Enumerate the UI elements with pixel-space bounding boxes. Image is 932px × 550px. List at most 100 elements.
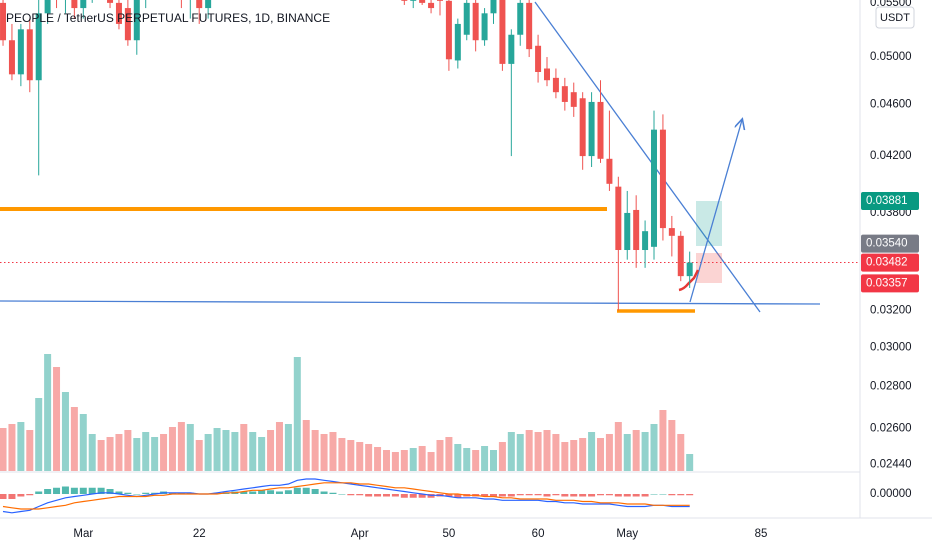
macd-histogram-bar	[0, 494, 7, 499]
volume-bar	[382, 450, 390, 471]
candle-layer	[0, 0, 693, 311]
volume-bar	[26, 430, 34, 471]
volume-bar	[445, 437, 453, 471]
y-tick-label: 0.02600	[870, 423, 912, 435]
price-label: 0.03881	[866, 195, 908, 207]
volume-bar	[463, 448, 471, 471]
candle-body	[499, 0, 506, 64]
candle-body	[35, 13, 42, 81]
volume-bar	[668, 420, 676, 471]
macd-histogram-bar	[88, 487, 96, 494]
x-tick-label: 50	[443, 528, 456, 540]
macd-histogram-bar	[632, 494, 640, 497]
volume-bar	[677, 434, 685, 471]
pen-stroke	[678, 269, 700, 292]
macd-histogram-bar	[240, 491, 248, 494]
price-label-box	[861, 253, 919, 272]
macd-histogram-bar	[391, 494, 399, 497]
x-tick-label: May	[616, 528, 638, 540]
candle-body	[8, 40, 15, 75]
macd-histogram-bar	[311, 489, 319, 494]
macd-histogram-bar	[445, 494, 453, 497]
macd-histogram-bar	[400, 494, 408, 498]
macd-histogram-bar	[623, 494, 631, 497]
volume-bar	[498, 442, 506, 471]
y-tick-label: 0.05500	[870, 0, 912, 9]
macd-histogram-bar	[543, 494, 551, 497]
macd-histogram-bar	[382, 494, 390, 497]
macd-histogram-bar	[507, 494, 515, 497]
candle-body	[579, 98, 586, 157]
volume-bar	[222, 430, 230, 471]
y-tick-label: 0.03000	[870, 341, 912, 353]
macd-histogram-bar	[106, 489, 114, 494]
volume-bar	[481, 446, 489, 471]
volume-bar	[516, 434, 524, 471]
macd-histogram-bar	[151, 492, 159, 494]
candle-body	[481, 13, 488, 41]
volume-bar	[151, 437, 159, 471]
macd-histogram-bar	[115, 491, 123, 494]
candle-body	[44, 0, 51, 14]
candle-body	[570, 92, 577, 107]
macd-tick-label: 0.00000	[870, 488, 912, 500]
volume-bar	[284, 424, 292, 471]
candle-body	[686, 262, 693, 277]
candle-body	[624, 212, 631, 251]
volume-bar	[0, 428, 7, 471]
macd-histogram-bar	[579, 494, 587, 497]
candle-body	[115, 2, 122, 24]
target-zone	[696, 201, 722, 246]
candle-body	[80, 0, 87, 9]
volume-bar	[409, 448, 417, 471]
macd-histogram-bar	[605, 494, 613, 496]
macd-histogram-bar	[489, 494, 497, 497]
volume-bar	[427, 452, 435, 471]
volume-bar	[160, 434, 168, 471]
macd-histogram-bar	[79, 487, 87, 494]
candle-body	[205, 0, 212, 9]
y-tick-label: 0.02440	[870, 459, 912, 471]
currency-button[interactable]	[875, 6, 915, 29]
candle-body	[17, 29, 24, 75]
candle-body	[633, 209, 640, 251]
macd-histogram-bar	[677, 494, 685, 496]
volume-bar	[391, 452, 399, 471]
volume-bar	[641, 432, 649, 471]
price-label-box	[861, 234, 919, 253]
macd-histogram-bar	[588, 494, 596, 497]
macd-histogram-bar	[454, 494, 462, 498]
volume-bar	[186, 424, 194, 471]
volume-bar	[561, 442, 569, 471]
volume-bar	[8, 424, 16, 471]
y-tick-label: 0.04600	[870, 98, 912, 110]
macd-histogram-bar	[133, 494, 141, 495]
volume-bar	[302, 420, 310, 471]
macd-histogram-bar	[356, 494, 364, 496]
macd-histogram-bar	[668, 494, 676, 496]
macd-histogram-bar	[293, 487, 301, 494]
price-label-box	[861, 191, 919, 210]
macd-histogram-bar	[409, 494, 417, 498]
volume-bar	[213, 428, 221, 471]
candle-body	[463, 2, 470, 35]
volume-bar	[35, 398, 43, 471]
axes: 0.05500 0.05000 0.04600 0.04200 0.03800 0.032…	[73, 0, 919, 540]
candle-body	[436, 0, 443, 1]
macd-histogram-bar	[258, 490, 266, 494]
candle-body	[0, 2, 7, 41]
candle-body	[107, 0, 114, 3]
volume-bar	[632, 430, 640, 471]
x-tick-label: 85	[755, 528, 768, 540]
price-label: 0.03482	[866, 257, 908, 269]
candle-body	[490, 0, 497, 14]
volume-bar	[347, 440, 355, 471]
y-tick-label: 0.03200	[870, 305, 912, 317]
volume-bar	[525, 430, 533, 471]
chart-title: PEOPLE / TetherUS PERPETUAL FUTURES, 1D,…	[6, 11, 330, 25]
volume-bar	[570, 440, 578, 471]
macd-histogram-bar	[650, 494, 658, 495]
volume-bar	[418, 446, 426, 471]
volume-bar	[204, 434, 212, 471]
currency-button-label[interactable]: USDT	[880, 12, 910, 24]
